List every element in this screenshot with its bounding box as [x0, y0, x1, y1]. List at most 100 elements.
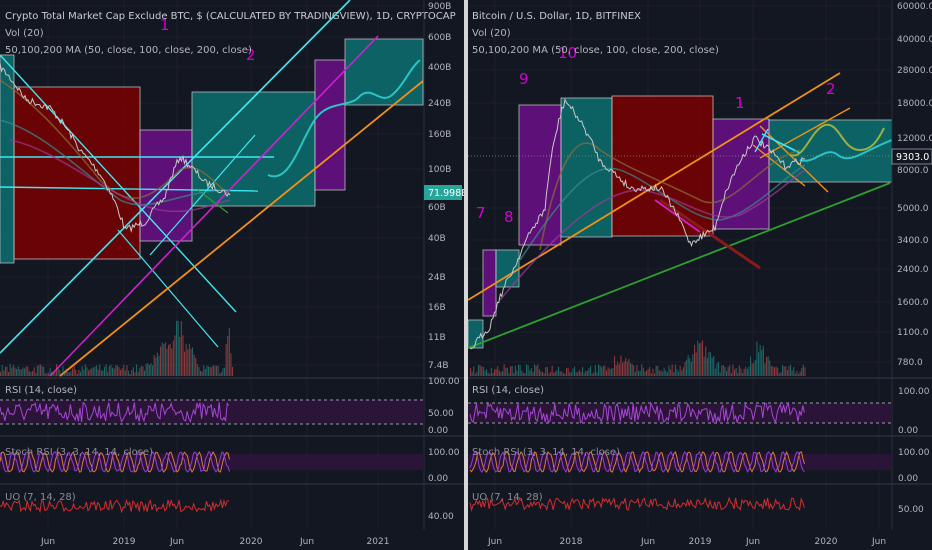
- right-ma-line: [519, 164, 806, 261]
- left-chart-panel[interactable]: 1 2 Crypto Total Market Cap Exclude BTC,…: [0, 0, 468, 547]
- left-rsi-line[interactable]: [0, 401, 230, 423]
- left-volume-bar: [73, 364, 75, 376]
- right-volume-bar: [695, 352, 697, 376]
- left-ma-line: [0, 79, 231, 199]
- left-volume-bar: [230, 353, 232, 376]
- right-volume-bar: [559, 371, 561, 376]
- left-volume-bar: [193, 354, 195, 376]
- left-volume-bar: [60, 373, 62, 376]
- left-uo-line[interactable]: [0, 498, 230, 514]
- right-y-tick-label: 1100.0: [897, 328, 929, 338]
- left-volume-bar: [62, 365, 64, 376]
- right-volume-bar: [626, 361, 628, 376]
- left-green-line[interactable]: [197, 189, 229, 214]
- right-box-purple-2[interactable]: [518, 104, 562, 246]
- left-volume-bar: [208, 366, 210, 376]
- left-box-teal-1[interactable]: [0, 54, 15, 264]
- right-volume-bar: [630, 363, 632, 376]
- right-volume-bar: [500, 372, 502, 376]
- right-orange-line-3[interactable]: [752, 144, 806, 187]
- left-moving-averages: [0, 79, 231, 213]
- right-rsi-line[interactable]: [469, 401, 805, 425]
- left-orange-line[interactable]: [59, 80, 424, 377]
- right-rsi-tick-100: 100.00: [898, 387, 930, 397]
- right-volume-bar: [474, 373, 476, 376]
- right-box-teal-4[interactable]: [768, 119, 893, 183]
- right-price-line[interactable]: [469, 97, 806, 350]
- left-volume-bar: [163, 344, 165, 376]
- left-volume-bar: [158, 355, 160, 376]
- right-volume-bar: [705, 346, 707, 376]
- left-volume-bar: [171, 348, 173, 376]
- left-volume-bar: [156, 352, 158, 376]
- right-volume-bar: [618, 364, 620, 376]
- right-volume-bar: [766, 356, 768, 376]
- left-cyan-line-3[interactable]: [149, 134, 256, 256]
- left-volume-bar: [94, 366, 96, 376]
- right-volume-bar: [770, 365, 772, 376]
- right-x-tick-label: 2019: [689, 537, 712, 547]
- left-volume-bar: [113, 368, 115, 376]
- right-dark-red-line[interactable]: [659, 198, 761, 270]
- left-volume-bar: [59, 370, 61, 376]
- right-volume-bar: [775, 366, 777, 376]
- left-ma-line: [0, 119, 231, 206]
- right-cyan-line-2[interactable]: [754, 128, 769, 153]
- right-chart-panel[interactable]: 7 8 9 10 1 2 Bitcoin / U.S. Dollar, 1D, …: [467, 0, 932, 547]
- right-box-teal-3[interactable]: [560, 97, 613, 238]
- left-volume-bar: [182, 335, 184, 376]
- right-volume-bar: [497, 366, 499, 376]
- right-projection-curve-2: [799, 139, 893, 162]
- left-stoch-d-line[interactable]: [0, 451, 230, 474]
- right-volume-bar: [777, 367, 779, 376]
- right-green-line[interactable]: [467, 182, 891, 349]
- left-y-tick-label: 40B: [428, 234, 446, 244]
- right-volume-bar: [732, 364, 734, 376]
- left-cyan-line-2[interactable]: [0, 54, 237, 313]
- left-volume-bar: [228, 327, 230, 376]
- right-y-tick-label: 18000.0: [897, 99, 932, 109]
- left-box-purple-2[interactable]: [314, 59, 346, 191]
- left-volume-bar: [201, 371, 203, 376]
- right-volume-bar: [700, 342, 702, 376]
- right-volume-bar: [535, 365, 537, 376]
- right-box-teal-1[interactable]: [467, 319, 484, 349]
- left-volume-bar: [1, 365, 3, 376]
- left-volume-bar: [99, 364, 101, 376]
- right-volume-label: Vol (20): [472, 28, 511, 39]
- right-annotation-1: 1: [735, 94, 745, 112]
- right-stoch-tick-0: 0.00: [898, 474, 918, 484]
- left-box-teal-2[interactable]: [191, 91, 316, 207]
- left-price-line[interactable]: [0, 63, 231, 233]
- right-x-tick-label: Jun: [640, 537, 655, 547]
- right-volume-bar: [657, 365, 659, 376]
- left-volume-bar: [212, 365, 214, 376]
- right-volume-bar: [738, 365, 740, 376]
- right-uo-line[interactable]: [469, 496, 805, 512]
- left-volume-bar: [192, 347, 194, 376]
- right-box-purple-1[interactable]: [482, 249, 497, 317]
- right-stoch-d-line[interactable]: [469, 450, 805, 474]
- right-orange-line-1[interactable]: [467, 72, 841, 301]
- right-cyan-line[interactable]: [761, 133, 801, 154]
- left-volume-bar: [214, 365, 216, 376]
- left-stoch-k-line[interactable]: [0, 451, 230, 474]
- left-volume-bar: [204, 369, 206, 376]
- right-annotation-10: 10: [558, 44, 577, 62]
- left-volume-bar: [96, 365, 98, 376]
- right-magenta-line[interactable]: [654, 199, 701, 233]
- right-volume-bar: [625, 357, 627, 376]
- right-volume-bar: [668, 365, 670, 376]
- right-orange-line-4[interactable]: [759, 107, 851, 159]
- right-orange-line-2[interactable]: [759, 125, 829, 193]
- left-box-teal-3[interactable]: [344, 38, 424, 106]
- left-cyan-line-1[interactable]: [0, 0, 351, 354]
- left-magenta-line[interactable]: [49, 35, 379, 377]
- right-volume-bar: [481, 366, 483, 376]
- right-volume-bar: [554, 371, 556, 376]
- left-volume-bar: [196, 364, 198, 376]
- left-volume-bar: [67, 371, 69, 376]
- left-volume-bar: [22, 367, 24, 376]
- right-volume-bar: [727, 367, 729, 376]
- right-volume-bar: [647, 369, 649, 376]
